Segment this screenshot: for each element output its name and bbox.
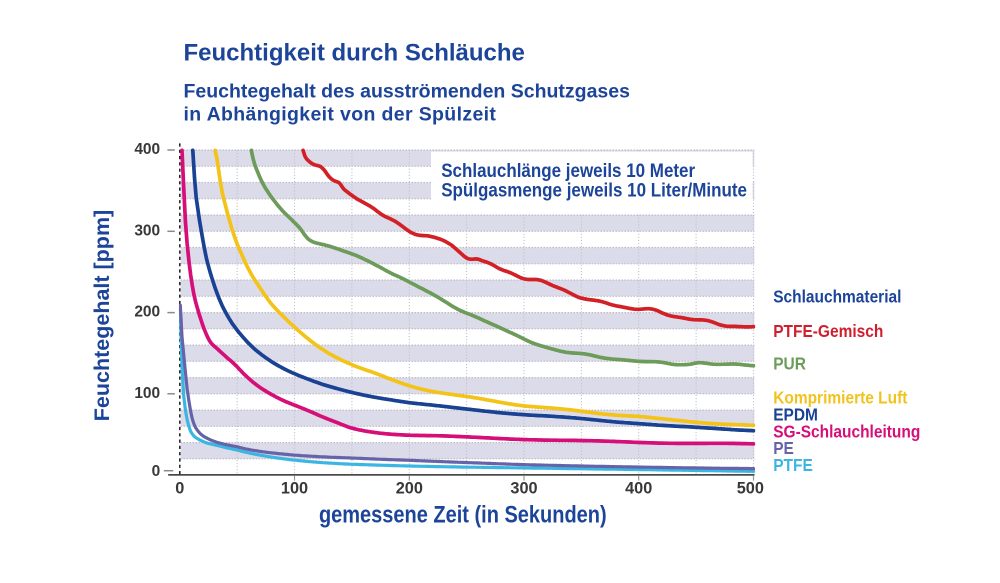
svg-text:0: 0 bbox=[152, 463, 161, 480]
svg-text:gemessene Zeit (in Sekunden): gemessene Zeit (in Sekunden) bbox=[319, 500, 607, 527]
svg-text:Feuchtegehalt des ausströmende: Feuchtegehalt des ausströmenden Schutzga… bbox=[184, 81, 631, 103]
svg-text:PUR: PUR bbox=[773, 355, 806, 374]
svg-text:400: 400 bbox=[625, 479, 652, 497]
svg-text:Feuchtigkeit durch Schläuche: Feuchtigkeit durch Schläuche bbox=[184, 40, 525, 67]
svg-text:500: 500 bbox=[737, 479, 764, 497]
svg-text:EPDM: EPDM bbox=[773, 406, 818, 425]
svg-text:100: 100 bbox=[281, 479, 308, 497]
svg-text:PTFE-Gemisch: PTFE-Gemisch bbox=[773, 322, 883, 341]
svg-text:200: 200 bbox=[134, 304, 160, 321]
svg-text:PTFE: PTFE bbox=[773, 456, 813, 475]
svg-text:Schlauchlänge jeweils 10 Meter: Schlauchlänge jeweils 10 Meter bbox=[441, 160, 695, 181]
svg-text:Feuchtegehalt [ppm]: Feuchtegehalt [ppm] bbox=[90, 210, 114, 421]
svg-text:400: 400 bbox=[134, 141, 160, 158]
svg-text:0: 0 bbox=[175, 479, 184, 497]
svg-text:in Abhängigkeit von der Spülze: in Abhängigkeit von der Spülzeit bbox=[184, 104, 497, 126]
svg-text:300: 300 bbox=[510, 479, 537, 497]
svg-text:PE: PE bbox=[773, 439, 794, 458]
svg-text:Spülgasmenge jeweils 10 Liter/: Spülgasmenge jeweils 10 Liter/Minute bbox=[441, 180, 747, 201]
svg-text:300: 300 bbox=[134, 222, 160, 239]
svg-text:Schlauchmaterial: Schlauchmaterial bbox=[773, 288, 901, 307]
svg-text:SG-Schlauchleitung: SG-Schlauchleitung bbox=[773, 423, 920, 442]
svg-text:Komprimierte Luft: Komprimierte Luft bbox=[773, 389, 908, 408]
svg-text:200: 200 bbox=[396, 479, 423, 497]
svg-text:100: 100 bbox=[134, 385, 160, 402]
